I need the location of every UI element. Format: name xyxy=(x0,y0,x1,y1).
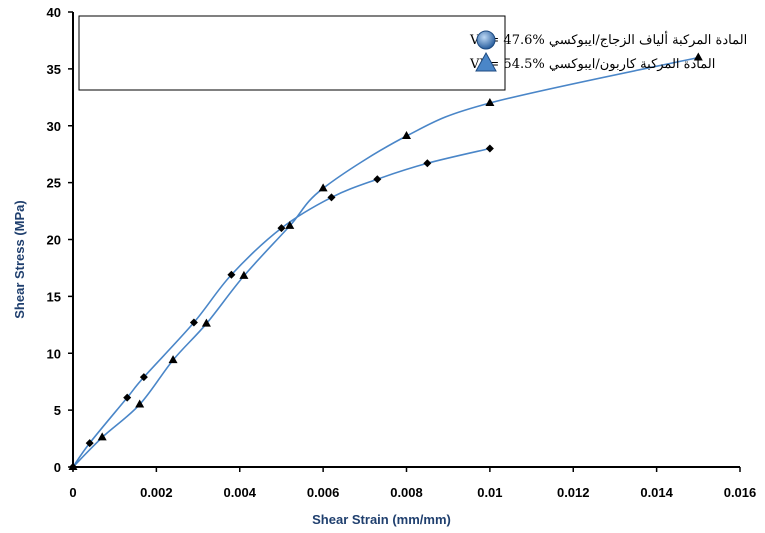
axes: 0 0.002 0.004 0.006 0.008 0.01 0.012 0.014 0.016… xyxy=(47,5,757,500)
y-tick-label: 20 xyxy=(47,233,61,248)
x-axis-label: Shear Strain (mm/mm) xyxy=(312,512,451,527)
legend-label-glass-epoxy: المادة المركبة ألياف الزجاج/ايبوكسي VF= … xyxy=(469,31,747,48)
series-markers xyxy=(68,52,703,471)
y-tick-label: 25 xyxy=(47,176,61,191)
y-tick-label: 40 xyxy=(47,5,61,20)
x-tick-label: 0.014 xyxy=(640,485,673,500)
x-tick-label: 0.016 xyxy=(724,485,757,500)
legend-triangle-marker xyxy=(475,51,497,72)
legend-triangle-shape xyxy=(475,51,497,72)
x-tick-label: 0.008 xyxy=(390,485,423,500)
x-tick-label: 0.006 xyxy=(307,485,340,500)
legend-circle-marker xyxy=(476,30,496,50)
data-point-diamond xyxy=(277,224,286,233)
data-point-triangle xyxy=(68,462,78,470)
data-point-triangle xyxy=(318,183,328,192)
data-point-diamond xyxy=(227,270,236,279)
data-point-diamond xyxy=(373,175,382,184)
data-point-diamond xyxy=(85,439,94,448)
x-tick-label: 0.01 xyxy=(477,485,502,500)
data-point-triangle xyxy=(97,432,107,441)
legend-label-carbon-epoxy: المادة المركبة كاربون/ايبوكسي VF= 54.5% xyxy=(469,57,715,72)
glass-epoxy-curve xyxy=(72,147,491,468)
y-tick-label: 0 xyxy=(54,460,61,475)
data-point-triangle xyxy=(168,355,178,364)
data-point-triangle xyxy=(693,52,703,61)
x-tick-label: 0 xyxy=(69,485,76,500)
y-tick-label: 15 xyxy=(47,289,61,304)
x-tick-label: 0.012 xyxy=(557,485,590,500)
y-axis-label: Shear Stress (MPa) xyxy=(12,200,27,319)
data-point-triangle xyxy=(239,270,249,279)
data-point-diamond xyxy=(485,144,494,153)
data-point-triangle xyxy=(402,130,411,139)
legend: المادة المركبة ألياف الزجاج/ايبوكسي VF= … xyxy=(78,15,747,91)
data-point-diamond xyxy=(423,159,432,168)
data-point-triangle xyxy=(285,220,295,229)
data-point-triangle xyxy=(485,98,495,106)
x-tick-label: 0.004 xyxy=(223,485,256,500)
data-point-triangle xyxy=(201,318,211,327)
legend-circle-shape xyxy=(476,30,496,50)
legend-box xyxy=(78,15,506,91)
y-tick-label: 30 xyxy=(47,119,61,134)
data-point-diamond xyxy=(189,318,198,327)
data-point-triangle xyxy=(135,399,145,408)
series-curves xyxy=(72,56,699,468)
data-point-diamond xyxy=(139,373,148,382)
carbon-epoxy-curve xyxy=(72,56,699,468)
x-tick-label: 0.002 xyxy=(140,485,173,500)
data-point-diamond xyxy=(327,193,336,202)
y-tick-label: 35 xyxy=(47,62,61,77)
y-tick-label: 5 xyxy=(54,403,61,418)
y-tick-label: 10 xyxy=(47,346,61,361)
data-point-diamond xyxy=(123,393,132,402)
